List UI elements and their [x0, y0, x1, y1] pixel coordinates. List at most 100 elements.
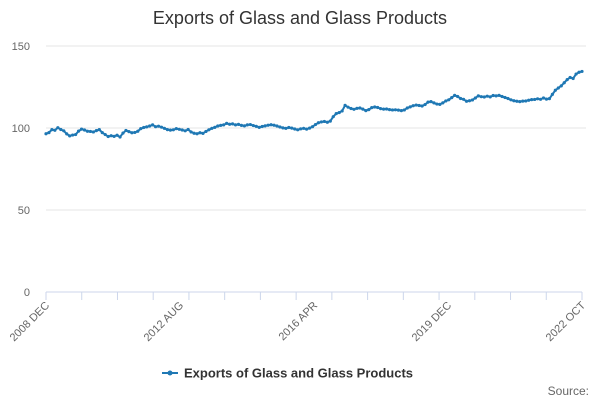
data-point[interactable]	[488, 95, 492, 99]
data-point[interactable]	[340, 109, 344, 113]
data-point[interactable]	[50, 128, 54, 132]
data-point[interactable]	[325, 120, 329, 124]
data-point[interactable]	[387, 108, 392, 112]
data-point[interactable]	[106, 134, 110, 139]
data-point[interactable]	[263, 124, 267, 128]
data-point[interactable]	[293, 127, 297, 131]
data-point[interactable]	[310, 125, 315, 129]
data-point[interactable]	[139, 127, 143, 131]
data-point[interactable]	[352, 107, 356, 111]
data-point[interactable]	[62, 129, 66, 133]
data-point[interactable]	[467, 99, 472, 103]
data-point[interactable]	[544, 97, 549, 101]
data-point[interactable]	[79, 127, 84, 131]
data-point[interactable]	[248, 122, 252, 127]
data-point[interactable]	[503, 95, 507, 100]
data-point[interactable]	[426, 100, 430, 104]
data-point[interactable]	[257, 125, 261, 129]
data-point[interactable]	[168, 128, 172, 132]
data-point[interactable]	[553, 88, 557, 92]
data-point[interactable]	[260, 124, 264, 129]
data-point[interactable]	[355, 106, 359, 110]
data-point[interactable]	[411, 104, 415, 108]
data-point[interactable]	[148, 124, 152, 128]
data-point[interactable]	[476, 94, 480, 98]
data-point[interactable]	[183, 129, 187, 133]
data-point[interactable]	[153, 125, 158, 129]
data-point[interactable]	[358, 106, 362, 110]
data-point[interactable]	[213, 125, 217, 129]
data-point[interactable]	[550, 92, 554, 96]
data-point[interactable]	[275, 124, 279, 128]
data-point[interactable]	[376, 105, 380, 110]
data-point[interactable]	[222, 123, 226, 127]
data-point[interactable]	[162, 126, 167, 130]
data-point[interactable]	[453, 93, 457, 97]
data-point[interactable]	[239, 123, 244, 127]
data-point[interactable]	[281, 126, 285, 130]
data-point[interactable]	[269, 123, 273, 127]
data-point[interactable]	[343, 103, 347, 107]
data-point[interactable]	[577, 70, 581, 74]
data-point[interactable]	[272, 123, 276, 127]
data-point[interactable]	[82, 128, 87, 132]
data-point[interactable]	[103, 132, 107, 137]
data-point[interactable]	[302, 126, 306, 130]
data-point[interactable]	[458, 96, 463, 101]
data-point[interactable]	[177, 127, 181, 131]
data-point[interactable]	[296, 128, 300, 132]
data-point[interactable]	[115, 133, 119, 137]
data-point[interactable]	[195, 132, 199, 136]
data-point[interactable]	[85, 129, 90, 133]
data-point[interactable]	[580, 69, 584, 74]
data-point[interactable]	[228, 122, 232, 126]
data-point[interactable]	[133, 130, 137, 135]
data-point[interactable]	[364, 109, 368, 113]
data-point[interactable]	[74, 132, 78, 137]
data-point[interactable]	[319, 120, 323, 124]
data-point[interactable]	[370, 106, 374, 110]
data-point[interactable]	[405, 106, 409, 110]
data-point[interactable]	[68, 134, 72, 138]
data-point[interactable]	[201, 131, 205, 136]
data-point[interactable]	[447, 98, 451, 102]
data-point[interactable]	[284, 126, 288, 130]
data-point[interactable]	[165, 128, 170, 132]
data-point[interactable]	[491, 93, 495, 98]
data-point[interactable]	[518, 100, 522, 104]
data-point[interactable]	[100, 130, 104, 135]
data-point[interactable]	[65, 132, 69, 136]
data-point[interactable]	[251, 123, 255, 128]
data-point[interactable]	[349, 106, 353, 111]
data-point[interactable]	[94, 129, 98, 133]
data-point[interactable]	[361, 107, 365, 111]
data-point[interactable]	[562, 81, 566, 85]
data-point[interactable]	[530, 98, 534, 102]
data-point[interactable]	[450, 96, 454, 100]
data-point[interactable]	[444, 99, 448, 103]
data-point[interactable]	[473, 96, 477, 100]
data-point[interactable]	[59, 127, 63, 132]
data-point[interactable]	[216, 124, 220, 128]
data-point[interactable]	[159, 125, 164, 129]
data-point[interactable]	[393, 108, 398, 112]
data-point[interactable]	[438, 102, 442, 106]
data-point[interactable]	[53, 128, 57, 132]
data-point[interactable]	[565, 78, 569, 82]
data-point[interactable]	[556, 86, 560, 90]
data-point[interactable]	[515, 99, 519, 103]
data-point[interactable]	[127, 130, 131, 134]
data-point[interactable]	[381, 107, 386, 111]
data-point[interactable]	[204, 129, 208, 134]
data-point[interactable]	[331, 115, 335, 119]
data-point[interactable]	[219, 123, 223, 127]
data-point[interactable]	[242, 124, 247, 128]
data-point[interactable]	[571, 76, 575, 81]
data-point[interactable]	[180, 128, 184, 132]
data-point[interactable]	[512, 99, 516, 103]
data-point[interactable]	[470, 98, 475, 102]
data-point[interactable]	[497, 93, 501, 97]
data-point[interactable]	[156, 124, 161, 128]
data-point[interactable]	[266, 123, 270, 127]
data-point[interactable]	[390, 108, 395, 112]
